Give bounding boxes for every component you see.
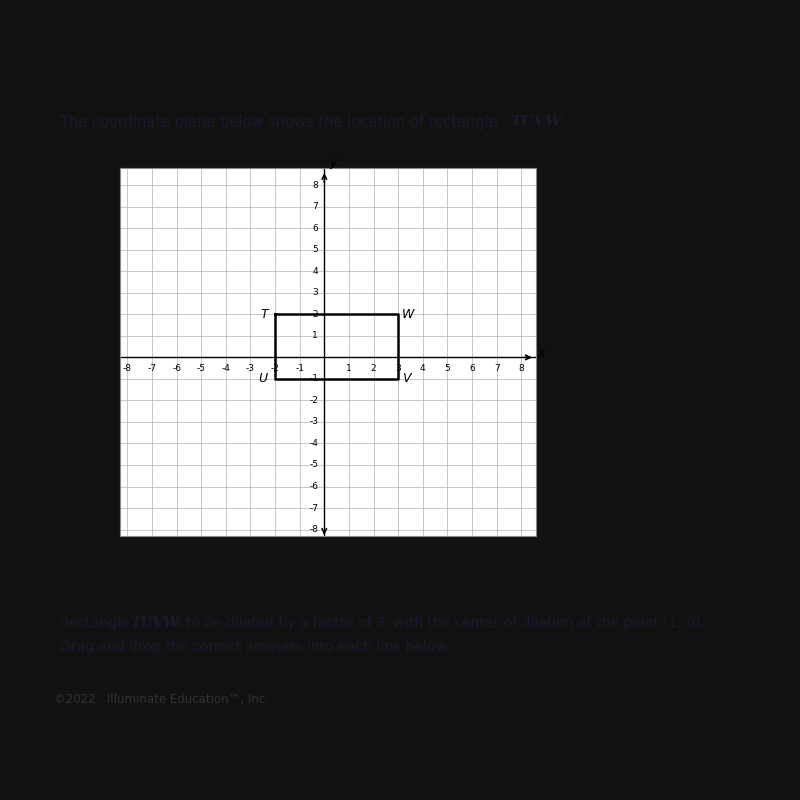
Text: 4: 4 <box>313 266 318 276</box>
Text: is to be dilated by a factor of 3, with the center of dilation at the point (1, : is to be dilated by a factor of 3, with … <box>166 616 705 630</box>
Text: -1: -1 <box>295 364 304 373</box>
Text: 6: 6 <box>313 224 318 233</box>
Text: .: . <box>542 115 552 130</box>
Text: 2: 2 <box>370 364 376 373</box>
Text: U: U <box>258 373 268 386</box>
Text: 5: 5 <box>313 246 318 254</box>
Text: -4: -4 <box>310 439 318 448</box>
Text: -2: -2 <box>310 396 318 405</box>
Text: 6: 6 <box>469 364 475 373</box>
Text: 1: 1 <box>313 331 318 340</box>
Text: -7: -7 <box>147 364 157 373</box>
Text: TUVW: TUVW <box>130 616 179 630</box>
Text: -6: -6 <box>172 364 181 373</box>
Text: x: x <box>538 347 545 360</box>
Text: -3: -3 <box>246 364 255 373</box>
Text: 8: 8 <box>313 181 318 190</box>
Text: -3: -3 <box>309 418 318 426</box>
Text: Rectangle: Rectangle <box>60 616 134 630</box>
Text: TUVW: TUVW <box>510 115 562 130</box>
Text: -5: -5 <box>197 364 206 373</box>
Text: -5: -5 <box>309 461 318 470</box>
Text: W: W <box>402 308 414 321</box>
Text: 5: 5 <box>445 364 450 373</box>
Text: -7: -7 <box>309 503 318 513</box>
Text: 8: 8 <box>518 364 524 373</box>
Text: -6: -6 <box>309 482 318 491</box>
Text: 1: 1 <box>346 364 352 373</box>
Text: ©2022   Illuminate Education™, Inc.: ©2022 Illuminate Education™, Inc. <box>54 694 269 706</box>
Text: -8: -8 <box>123 364 132 373</box>
Text: 7: 7 <box>494 364 499 373</box>
Text: y: y <box>330 156 337 169</box>
Text: 3: 3 <box>313 288 318 298</box>
Text: -2: -2 <box>270 364 279 373</box>
Text: 4: 4 <box>420 364 426 373</box>
Text: -1: -1 <box>309 374 318 383</box>
Text: 3: 3 <box>395 364 401 373</box>
Text: -8: -8 <box>309 525 318 534</box>
Text: 2: 2 <box>313 310 318 319</box>
Text: The coordinate plane below shows the location of rectangle: The coordinate plane below shows the loc… <box>60 115 502 130</box>
Text: 7: 7 <box>313 202 318 211</box>
Text: Drag and drop the correct answers into each box below.: Drag and drop the correct answers into e… <box>60 640 450 654</box>
Text: -4: -4 <box>222 364 230 373</box>
Text: V: V <box>402 373 410 386</box>
Text: T: T <box>260 308 268 321</box>
